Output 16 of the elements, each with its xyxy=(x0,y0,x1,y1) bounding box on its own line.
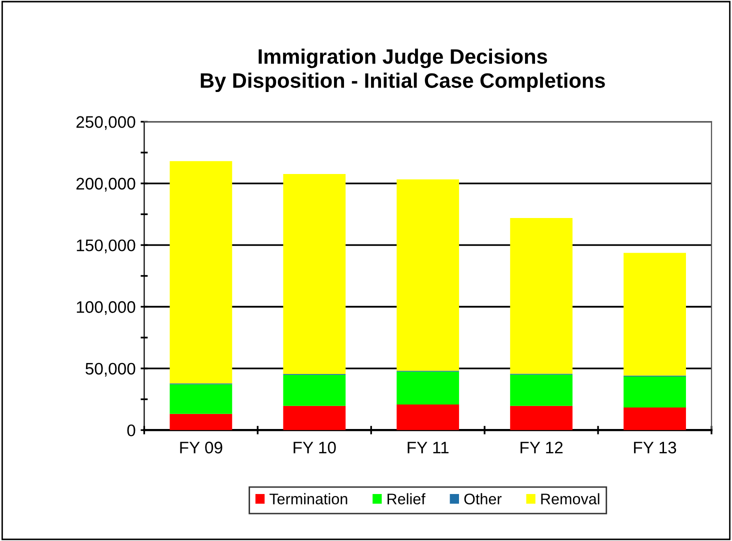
legend-label: Removal xyxy=(541,493,600,504)
chart-title: Immigration Judge Decisions By Disposition - Initial Case Completions xyxy=(200,48,605,92)
legend-label: Termination xyxy=(270,493,348,504)
legend-label: Other xyxy=(464,493,502,504)
x-tick-label: FY 13 xyxy=(634,442,676,454)
y-tick-label: 0 xyxy=(127,424,136,436)
y-tick-label: 50,000 xyxy=(86,362,136,377)
y-tick-label: 250,000 xyxy=(76,116,136,130)
legend-label: Relief xyxy=(388,493,426,504)
x-tick-label: FY 11 xyxy=(408,442,449,454)
x-tick-label: FY 09 xyxy=(180,442,222,454)
x-tick-label: FY 10 xyxy=(294,442,336,454)
y-tick-label: 150,000 xyxy=(76,239,136,254)
y-tick-label: 200,000 xyxy=(76,178,136,192)
y-tick-label: 100,000 xyxy=(76,301,136,315)
x-tick-label: FY 12 xyxy=(520,442,563,454)
